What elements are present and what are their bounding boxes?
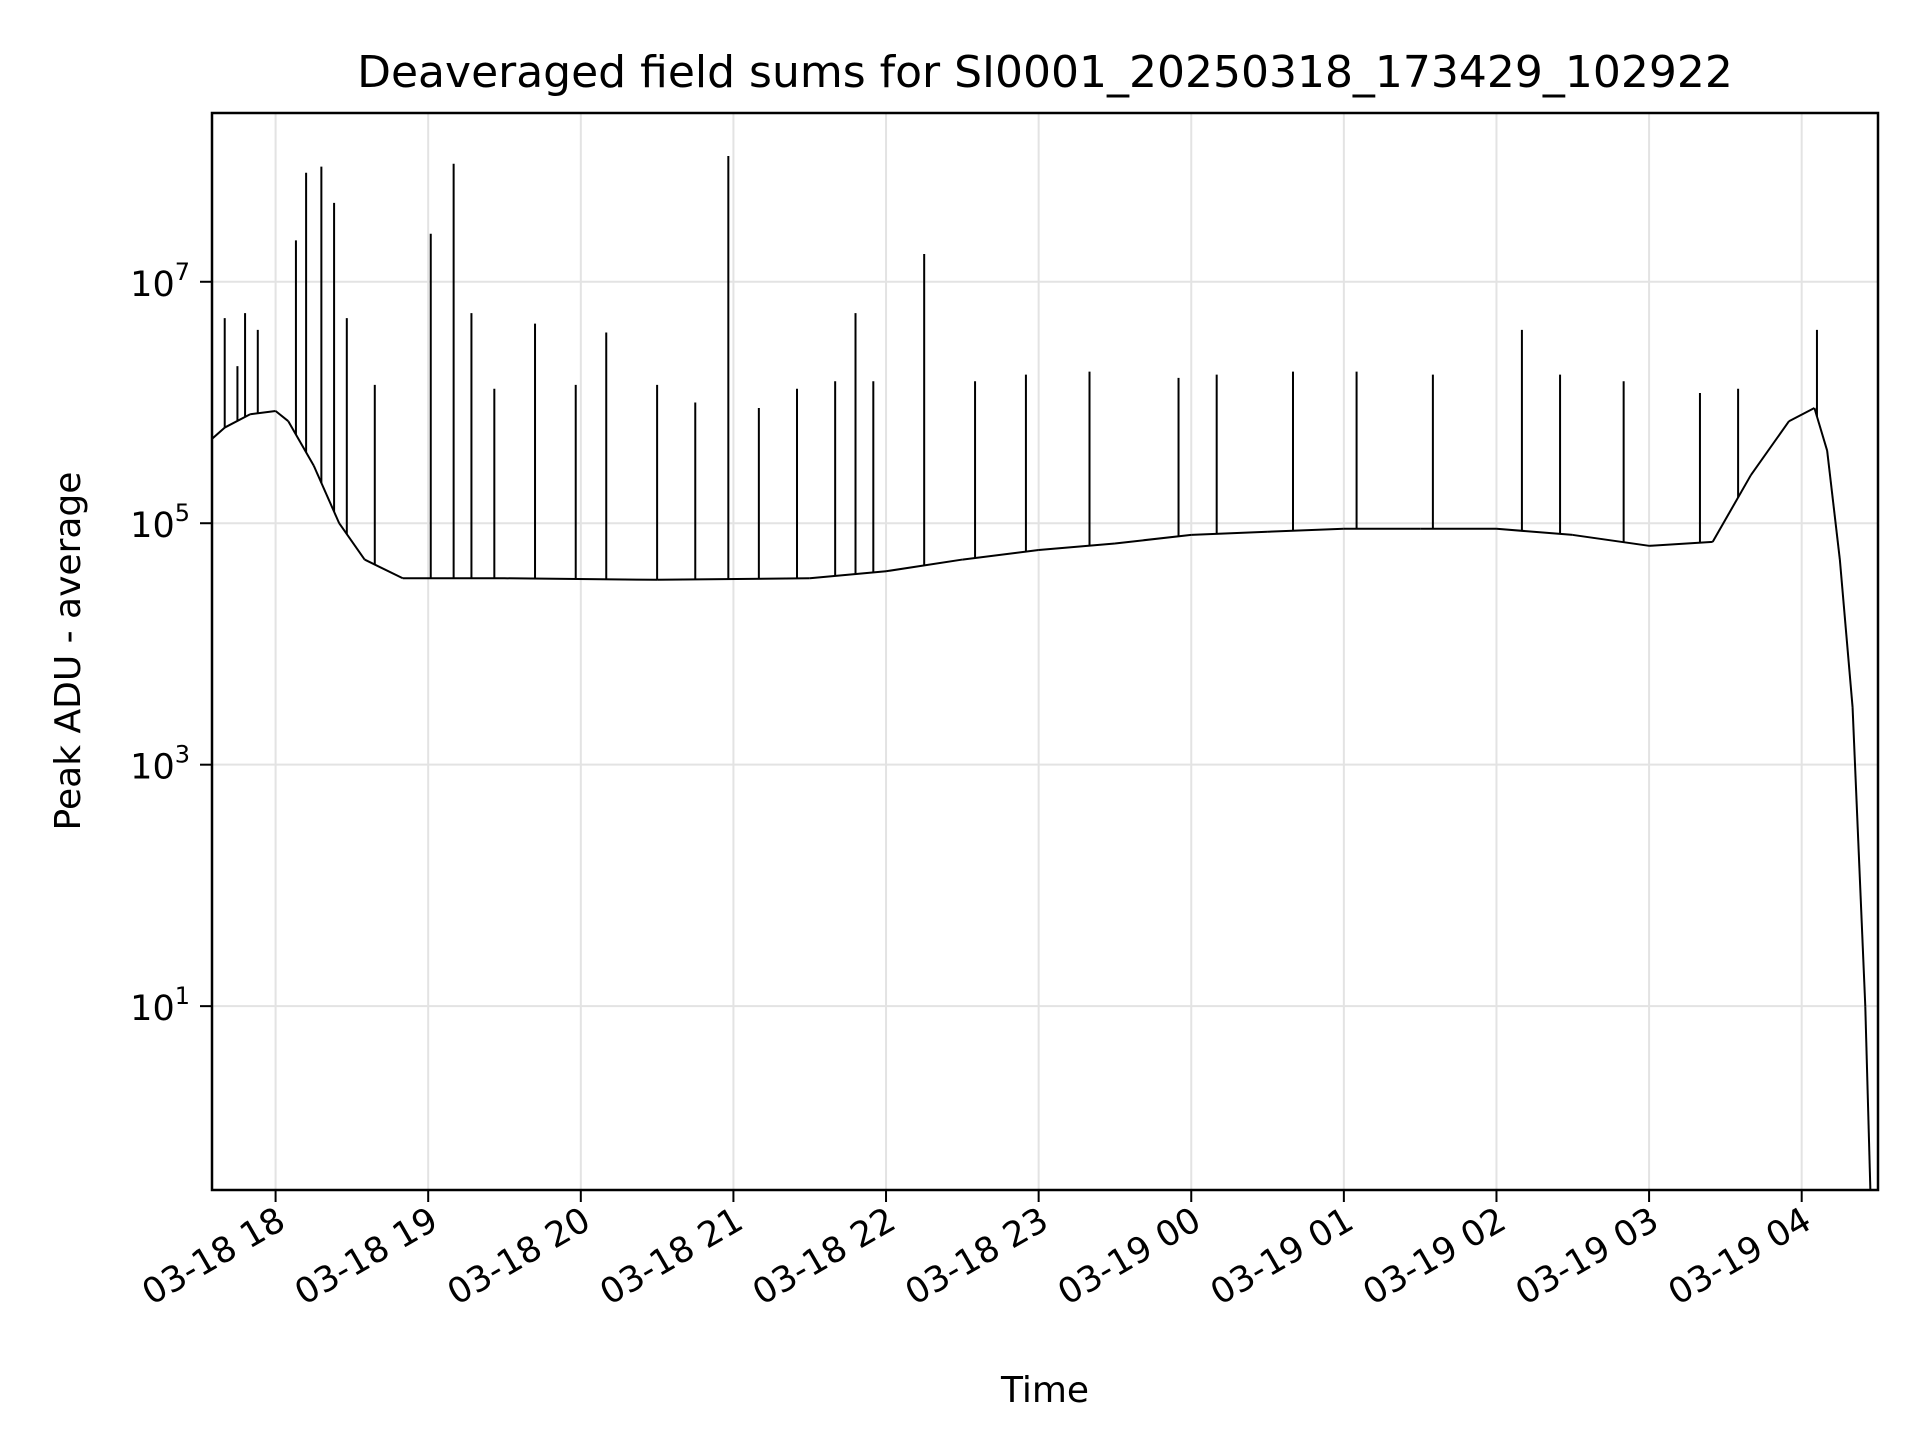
series-segment bbox=[1788, 407, 1815, 423]
series-segment bbox=[338, 522, 366, 561]
x-axis-title: Time bbox=[1000, 1370, 1089, 1411]
series-segment bbox=[1191, 530, 1268, 536]
series-segment bbox=[1750, 420, 1790, 476]
series-segment bbox=[1851, 707, 1867, 1007]
series-segment bbox=[250, 410, 276, 416]
series-segment bbox=[364, 558, 404, 580]
series-segment bbox=[1711, 474, 1752, 543]
series-segment bbox=[504, 577, 658, 581]
series-segment bbox=[287, 420, 315, 467]
axes-frame bbox=[210, 111, 1880, 1192]
series-segment bbox=[1572, 533, 1650, 547]
series-segment bbox=[1864, 1006, 1872, 1190]
series-segment bbox=[657, 577, 810, 581]
y-tick-label: 107 bbox=[130, 258, 190, 305]
y-tick-label: 101 bbox=[130, 982, 190, 1029]
series-segment bbox=[1267, 527, 1344, 533]
y-axis-title: Peak ADU - average bbox=[48, 472, 89, 831]
plot-area bbox=[212, 156, 1872, 1190]
series-segment bbox=[312, 465, 341, 524]
series-segment bbox=[1838, 559, 1854, 708]
series-segment bbox=[274, 410, 289, 422]
chart-title: Deaveraged field sums for SI0001_2025031… bbox=[357, 47, 1733, 98]
y-tick-label: 103 bbox=[130, 741, 190, 788]
grid bbox=[212, 113, 1878, 1190]
y-tick-label: 105 bbox=[130, 499, 190, 546]
series-segment bbox=[1038, 542, 1116, 552]
series-group bbox=[212, 156, 1872, 1190]
series-segment bbox=[212, 426, 226, 440]
series-segment bbox=[1826, 450, 1841, 560]
series-segment bbox=[1649, 540, 1713, 547]
